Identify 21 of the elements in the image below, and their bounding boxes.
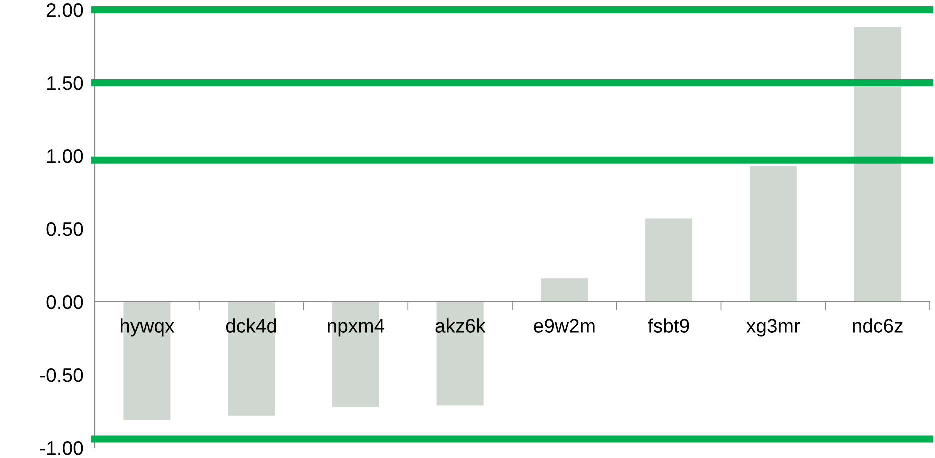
bar [541,278,588,302]
bar [854,28,902,302]
x-tick-label: hywqx [120,318,175,337]
y-tick-label: 0.50 [46,222,84,236]
x-tick-label: e9w2m [534,319,595,333]
y-tick-label: 0.00 [46,295,84,310]
y-tick-label: 1.00 [48,149,84,164]
x-tick-label: ndc6z [853,318,903,333]
y-tick-label: 1.50 [48,76,84,90]
y-tick-label: 2.00 [47,3,84,18]
bar [646,218,693,302]
bar [750,166,797,302]
x-tick-label: dck4d [226,318,276,333]
y-tick-label: -1.00 [40,441,84,456]
x-tick-label: xg3mr [746,319,800,337]
bar [228,302,276,416]
x-tick-label: akz6k [436,318,486,333]
y-tick-label: -0.50 [40,368,84,382]
x-tick-label: fsbt9 [648,318,690,333]
bar [436,302,484,406]
x-tick-label: npxm4 [328,319,385,337]
